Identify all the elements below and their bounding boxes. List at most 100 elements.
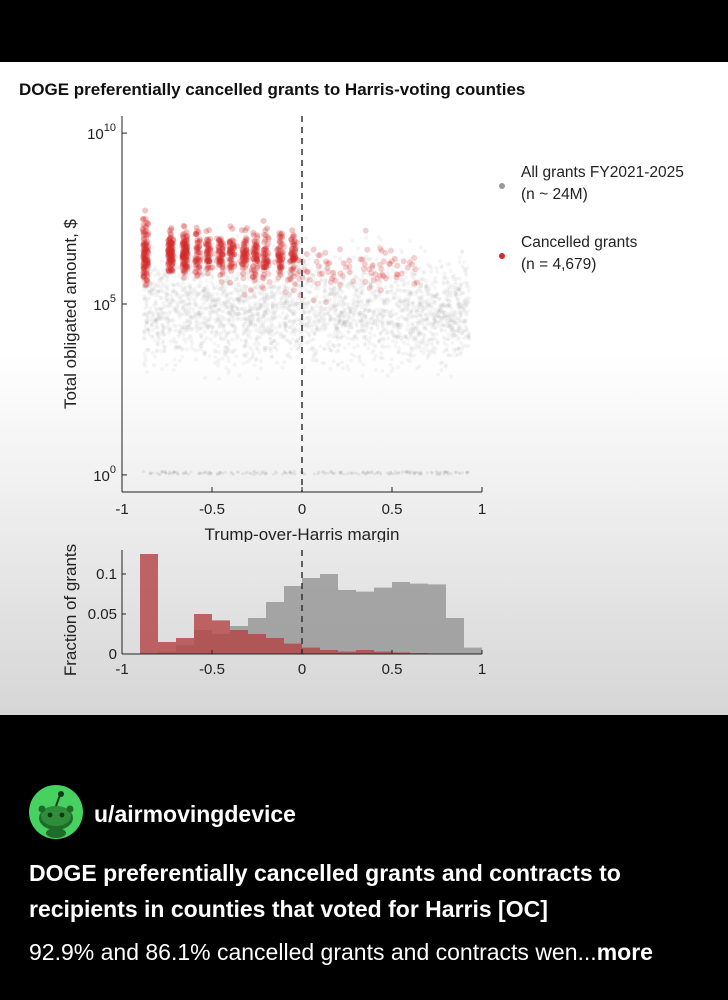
- all-grants-point: [150, 334, 155, 339]
- all-grants-point: [323, 306, 328, 311]
- all-grants-point: [347, 281, 352, 286]
- all-grants-point: [363, 270, 368, 275]
- figure-image[interactable]: DOGE preferentially cancelled grants to …: [0, 62, 728, 715]
- all-grants-point: [392, 333, 397, 338]
- all-grants-point: [287, 303, 292, 308]
- all-grants-point: [246, 470, 249, 474]
- x-tick-label: 0.5: [382, 501, 403, 518]
- all-grants-point: [348, 336, 353, 341]
- all-grants-point: [193, 313, 198, 318]
- all-grants-point: [411, 300, 416, 305]
- all-grants-point: [246, 309, 250, 314]
- all-grants-point: [155, 334, 160, 339]
- all-grants-point: [351, 297, 356, 302]
- all-grants-point: [224, 350, 229, 355]
- all-grants-point: [344, 320, 349, 325]
- all-grants-point: [405, 319, 410, 324]
- all-grants-point: [398, 335, 403, 340]
- all-grants-point: [366, 303, 371, 308]
- all-grants-point: [240, 287, 245, 292]
- all-grants-point: [450, 314, 455, 319]
- all-grants-point: [446, 353, 451, 358]
- all-grants-point: [257, 306, 262, 311]
- all-grants-point: [259, 324, 264, 329]
- all-grants-point: [244, 339, 248, 344]
- all-grants-point: [235, 317, 240, 322]
- all-grants-point: [323, 277, 328, 282]
- post-body-preview[interactable]: 92.9% and 86.1% cancelled grants and con…: [29, 939, 653, 966]
- all-grants-point: [418, 302, 422, 306]
- all-grants-point: [175, 293, 180, 297]
- all-grants-point: [441, 282, 446, 287]
- all-grants-point: [154, 318, 159, 323]
- histogram-bar: [428, 584, 446, 654]
- all-grants-point: [457, 300, 461, 305]
- all-grants-point: [258, 290, 263, 295]
- all-grants-point: [273, 344, 278, 349]
- more-link[interactable]: more: [596, 939, 653, 965]
- snoo-avatar-icon[interactable]: [29, 785, 83, 839]
- all-grants-point: [375, 313, 380, 318]
- all-grants-point: [144, 301, 149, 306]
- post-card[interactable]: u/airmovingdevice DOGE preferentially ca…: [0, 715, 728, 1000]
- all-grants-point: [412, 353, 417, 358]
- all-grants-point: [454, 317, 459, 321]
- all-grants-point: [221, 279, 226, 284]
- all-grants-point: [409, 271, 414, 276]
- all-grants-point: [290, 471, 294, 475]
- all-grants-point: [208, 317, 213, 322]
- all-grants-point: [302, 295, 307, 300]
- all-grants-point: [144, 303, 149, 308]
- all-grants-point: [158, 279, 163, 284]
- all-grants-point: [335, 331, 340, 335]
- all-grants-point: [310, 345, 315, 350]
- all-grants-point: [352, 318, 357, 323]
- all-grants-point: [310, 306, 315, 311]
- all-grants-point: [431, 322, 436, 327]
- all-grants-point: [429, 265, 434, 270]
- all-grants-point: [380, 356, 385, 360]
- all-grants-point: [232, 298, 236, 303]
- all-grants-point: [419, 300, 424, 305]
- all-grants-point: [347, 306, 352, 311]
- all-grants-point: [359, 315, 364, 320]
- all-grants-point: [170, 297, 175, 302]
- all-grants-point: [226, 292, 230, 297]
- all-grants-point: [313, 320, 318, 324]
- all-grants-point: [176, 334, 181, 339]
- all-grants-point: [457, 288, 462, 293]
- post-author[interactable]: u/airmovingdevice: [94, 801, 296, 827]
- all-grants-point: [390, 339, 395, 344]
- all-grants-point: [331, 305, 335, 310]
- all-grants-point: [331, 285, 336, 289]
- all-grants-point: [241, 361, 246, 366]
- all-grants-point: [312, 298, 317, 303]
- all-grants-point: [405, 313, 410, 318]
- all-grants-point: [214, 320, 219, 324]
- x-tick-label: 0: [298, 501, 306, 518]
- all-grants-point: [418, 313, 423, 318]
- all-grants-point: [225, 332, 230, 336]
- all-grants-point: [164, 298, 169, 303]
- all-grants-point: [198, 347, 203, 351]
- all-grants-point: [367, 341, 372, 346]
- all-grants-point: [400, 277, 405, 282]
- all-grants-point: [328, 318, 333, 323]
- all-grants-point: [243, 310, 248, 315]
- all-grants-point: [423, 286, 428, 291]
- all-grants-point: [221, 327, 226, 332]
- all-grants-point: [351, 301, 356, 306]
- all-grants-point: [149, 322, 154, 327]
- all-grants-point: [422, 342, 427, 346]
- all-grants-point: [191, 297, 196, 302]
- all-grants-point: [205, 291, 210, 295]
- all-grants-point: [202, 287, 207, 291]
- all-grants-point: [247, 303, 252, 307]
- all-grants-point: [156, 289, 161, 294]
- post-title[interactable]: DOGE preferentially cancelled grants and…: [29, 860, 621, 922]
- all-grants-point: [430, 348, 435, 353]
- all-grants-point: [210, 292, 215, 297]
- all-grants-point: [264, 312, 269, 317]
- all-grants-point: [284, 329, 289, 333]
- all-grants-point: [156, 278, 161, 283]
